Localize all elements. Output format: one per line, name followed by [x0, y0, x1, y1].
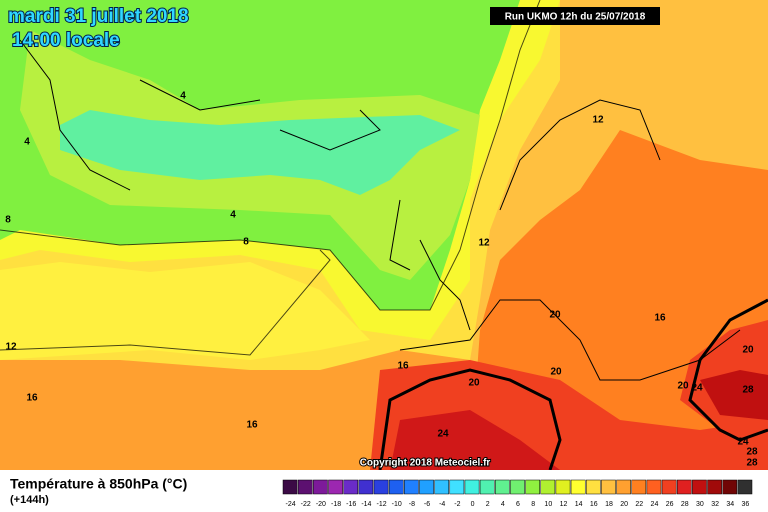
map-date: mardi 31 juillet 2018 — [8, 6, 189, 27]
color-swatch — [555, 479, 571, 495]
contour-label: 16 — [26, 393, 38, 404]
color-swatch — [616, 479, 631, 495]
scale-label: 18 — [605, 501, 613, 508]
scale-label: 10 — [544, 501, 552, 508]
scale-label: 2 — [486, 501, 490, 508]
contour-label: 28 — [746, 447, 758, 458]
contour-labels: 4448812121216161616202020202024242428282… — [5, 91, 758, 469]
scale-label: 4 — [501, 501, 505, 508]
scale-label: -10 — [392, 501, 402, 508]
scale-label: 28 — [681, 501, 689, 508]
color-swatch — [297, 479, 313, 495]
color-swatch — [343, 479, 359, 495]
contour-label: 20 — [468, 378, 480, 389]
legend-subtitle: (+144h) — [10, 494, 49, 506]
color-swatch — [373, 479, 389, 495]
color-swatch — [388, 479, 404, 495]
scale-label: -6 — [424, 501, 430, 508]
color-swatch — [464, 479, 480, 495]
contour-label: 20 — [742, 345, 754, 356]
color-swatch — [722, 479, 738, 495]
color-swatch — [631, 479, 647, 495]
map-time: 14:00 locale — [12, 30, 120, 51]
contour-label: 24 — [437, 429, 449, 440]
legend-title: Température à 850hPa (°C) — [10, 476, 187, 492]
run-info: Run UKMO 12h du 25/07/2018 — [505, 12, 646, 23]
contour-label: 4 — [24, 137, 30, 148]
scale-label: -2 — [454, 501, 460, 508]
color-swatch — [676, 479, 692, 495]
contour-label: 8 — [243, 237, 249, 248]
color-swatch — [585, 479, 601, 495]
contour-label: 16 — [246, 420, 258, 431]
contour-label: 16 — [654, 313, 666, 324]
contour-label: 16 — [397, 361, 409, 372]
contour-label: 24 — [691, 383, 703, 394]
color-swatch — [510, 479, 525, 495]
color-swatch — [328, 479, 343, 495]
scale-label: 20 — [620, 501, 628, 508]
scale-label: 16 — [590, 501, 598, 508]
scale-label: -14 — [361, 501, 371, 508]
temperature-field — [0, 0, 768, 470]
scale-label: 24 — [651, 501, 659, 508]
contour-label: 20 — [549, 310, 561, 321]
contour-label: 4 — [230, 210, 236, 221]
scale-label: -22 — [301, 501, 311, 508]
color-swatch — [358, 479, 374, 495]
coastlines — [19, 39, 741, 381]
scale-label: 22 — [635, 501, 643, 508]
color-swatch — [495, 479, 510, 495]
color-swatch — [737, 479, 753, 495]
contour-label: 8 — [5, 215, 11, 226]
color-swatch — [525, 479, 540, 495]
scale-label: -24 — [286, 501, 296, 508]
color-swatch — [601, 479, 616, 495]
color-swatch — [570, 479, 586, 495]
contour-label: 28 — [742, 385, 754, 396]
run-box — [490, 7, 660, 25]
scale-label: -20 — [316, 501, 326, 508]
scale-label: 36 — [742, 501, 750, 508]
color-swatch — [449, 479, 465, 495]
color-swatch — [661, 479, 677, 495]
color-swatch — [282, 479, 298, 495]
contour-label: 12 — [5, 342, 17, 353]
scale-label: 12 — [560, 501, 568, 508]
scale-label: 26 — [666, 501, 674, 508]
contour-label: 12 — [592, 115, 604, 126]
scale-label: -18 — [331, 501, 341, 508]
color-swatch — [404, 479, 419, 495]
contour-label: 4 — [180, 91, 186, 102]
scale-label: 8 — [531, 501, 535, 508]
contour-label: 12 — [478, 238, 490, 249]
color-scale: -24 -22 -20 -18 -16 -14 -12 -10 -8 -6 -4 -2 0 2 4 6 8 10 1… — [282, 479, 753, 508]
isotherm-24 — [378, 298, 768, 471]
color-swatch — [479, 479, 495, 495]
contour-label: 28 — [746, 458, 758, 469]
color-swatch — [646, 479, 662, 495]
scale-label: 14 — [575, 501, 583, 508]
scale-label: -16 — [346, 501, 356, 508]
isotherms — [0, 0, 541, 356]
scale-label: 0 — [471, 501, 475, 508]
color-swatch — [419, 479, 434, 495]
scale-label: 30 — [696, 501, 704, 508]
color-swatch — [313, 479, 328, 495]
scale-label: -12 — [376, 501, 386, 508]
scale-label: 32 — [711, 501, 719, 508]
scale-label: 34 — [726, 501, 734, 508]
contour-label: 20 — [550, 367, 562, 378]
scale-label: -8 — [409, 501, 415, 508]
contour-label: 20 — [677, 381, 689, 392]
contour-label: 24 — [737, 437, 749, 448]
scale-label: -4 — [439, 501, 445, 508]
scale-label: 6 — [516, 501, 520, 508]
color-swatch — [707, 479, 722, 495]
color-swatch — [434, 479, 450, 495]
color-swatch — [540, 479, 556, 495]
color-swatch — [692, 479, 707, 495]
copyright: Copyright 2018 Meteociel.fr — [360, 458, 491, 469]
